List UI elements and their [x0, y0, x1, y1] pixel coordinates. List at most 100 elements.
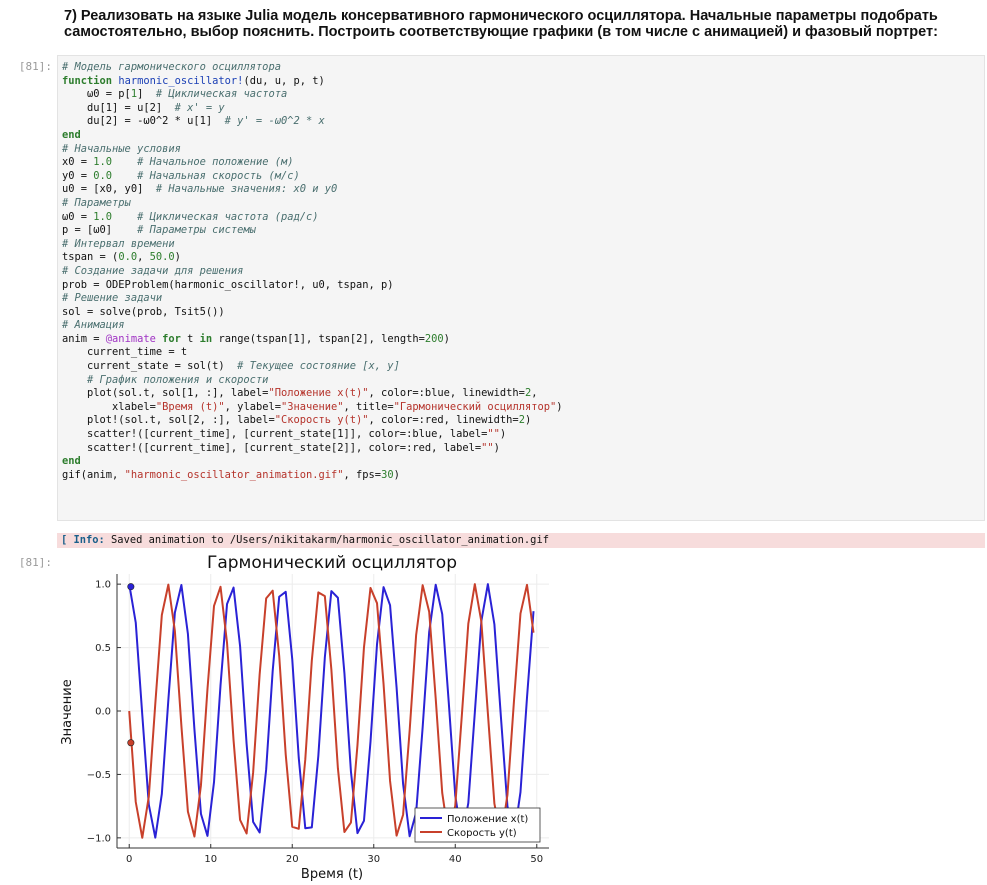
code-text: , color=:red, linewidth= — [368, 414, 519, 427]
x-tick-label: 0 — [126, 854, 132, 865]
code-string: "" — [487, 428, 500, 441]
marker-current-position — [127, 583, 135, 591]
code-text: sol = solve(prob, Tsit5()) — [62, 305, 225, 318]
code-text: p = [ω0] — [62, 224, 138, 237]
code-keyword: end — [62, 128, 81, 141]
code-keyword: end — [62, 455, 81, 468]
code-string: "Время (t)" — [155, 400, 225, 413]
code-function-name: harmonic_oscillator! — [118, 74, 244, 87]
code-comment: # Интервал времени — [62, 237, 175, 250]
code-comment: # Текущее состояние [x, y] — [237, 360, 400, 373]
code-comment: # Начальная скорость (м/с) — [137, 169, 300, 182]
code-text: y0 = — [62, 169, 94, 182]
code-text: t — [180, 332, 200, 345]
code-string: "Скорость y(t)" — [274, 414, 369, 427]
code-text: xlabel= — [62, 400, 156, 413]
x-tick-label: 20 — [286, 854, 299, 865]
code-number: 1.0 — [93, 210, 113, 223]
chart-title: Гармонический осциллятор — [207, 553, 457, 573]
code-text — [112, 170, 137, 182]
code-number: 1.0 — [93, 156, 113, 169]
code-text: ) — [393, 468, 400, 481]
code-text: ) — [174, 251, 181, 264]
code-string: "harmonic_oscillator_animation.gif" — [124, 468, 344, 481]
code-comment: # Параметры системы — [137, 224, 256, 237]
legend-label-velocity: Скорость y(t) — [447, 828, 517, 839]
code-text: du[1] = u[2] — [62, 101, 175, 114]
code-number: 200 — [424, 332, 444, 345]
code-number: 30 — [381, 468, 394, 481]
code-comment: # Создание задачи для решения — [62, 264, 244, 277]
y-tick-label: −0.5 — [87, 770, 111, 781]
code-text: du[2] = -ω0^2 * u[1] — [62, 115, 225, 128]
legend-label-position: Положение x(t) — [447, 814, 528, 825]
code-text: tspan = ( — [62, 251, 119, 264]
code-comment: # Параметры — [62, 196, 131, 209]
y-tick-label: 0.0 — [95, 707, 111, 718]
y-tick-label: 0.5 — [95, 643, 111, 654]
code-keyword: for — [162, 332, 181, 345]
code-cell[interactable]: # Модель гармонического осциллятора func… — [57, 55, 985, 521]
code-text: anim = — [62, 332, 106, 345]
code-keyword: in — [199, 332, 213, 345]
code-text: current_state = sol(t) — [62, 360, 238, 373]
code-comment: # x' = y — [174, 101, 225, 114]
code-text: ω0 = p[ — [62, 88, 131, 101]
x-tick-label: 40 — [449, 854, 462, 865]
code-text: u0 = [x0, y0] — [62, 183, 156, 196]
code-number: 2 — [518, 414, 525, 427]
task-description: 7) Реализовать на языке Julia модель кон… — [64, 8, 964, 40]
code-string: "Значение" — [280, 400, 344, 413]
x-axis-label: Время (t) — [301, 867, 363, 882]
code-text: , ylabel= — [224, 400, 281, 413]
code-text: plot!(sol.t, sol[2, :], label= — [62, 414, 275, 427]
code-text: range(tspan[1], tspan[2], length= — [212, 332, 425, 345]
code-text: ) — [556, 400, 563, 413]
code-text: , title= — [343, 400, 394, 413]
code-string: "" — [481, 441, 494, 454]
code-comment: # Начальное положение (м) — [137, 156, 294, 169]
code-comment: # Начальные условия — [62, 142, 181, 155]
y-axis-label: Значение — [60, 679, 75, 744]
code-macro: @animate — [105, 332, 156, 345]
task-line-1: 7) Реализовать на языке Julia модель кон… — [64, 8, 938, 24]
code-comment: # Модель гармонического осциллятора — [62, 61, 281, 73]
code-comment: # Циклическая частота (рад/с) — [137, 210, 319, 223]
code-text: , fps= — [343, 468, 382, 481]
legend-box — [414, 807, 541, 843]
code-text — [112, 156, 137, 168]
code-text: plot(sol.t, sol[1, :], label= — [62, 387, 269, 400]
code-number: 50.0 — [149, 251, 175, 264]
chart-grid — [117, 574, 549, 848]
x-tick-label: 10 — [204, 854, 217, 865]
code-text: ) — [524, 414, 532, 427]
code-number: 0.0 — [93, 169, 113, 182]
code-number: 1 — [130, 88, 138, 101]
code-text: current_time = t — [62, 346, 188, 359]
info-message: Saved animation to /Users/nikitakarm/har… — [104, 534, 549, 546]
code-string: "Гармонический осциллятор" — [393, 400, 557, 413]
code-text: x0 = — [62, 156, 94, 169]
code-number: 0.0 — [118, 251, 138, 264]
code-text: scatter!([current_time], [current_state[… — [62, 428, 488, 441]
code-text: , color=:blue, linewidth= — [368, 387, 525, 400]
marker-current-velocity — [127, 739, 135, 747]
code-comment: # График положения и скорости — [62, 373, 269, 386]
code-text: ] — [137, 88, 156, 101]
code-text: gif(anim, — [62, 468, 125, 481]
code-text: ) — [499, 428, 507, 441]
code-text: ) — [443, 332, 450, 345]
code-editor[interactable]: # Модель гармонического осциллятора func… — [62, 61, 563, 482]
code-text: prob = ODEProblem(harmonic_oscillator!, … — [62, 278, 394, 291]
input-prompt: [81]: — [18, 60, 52, 73]
task-line-2: самостоятельно, выбор пояснить. Построит… — [64, 24, 938, 40]
code-comment: # Решение задачи — [62, 292, 163, 305]
code-text — [112, 211, 137, 223]
code-number: 2 — [524, 387, 532, 400]
info-tag: [ Info: — [61, 534, 105, 546]
stderr-output: [ Info: Saved animation to /Users/nikita… — [57, 533, 985, 548]
code-keyword: function — [62, 74, 113, 87]
code-text: , — [531, 387, 538, 400]
code-comment: # y' = -ω0^2 * x — [224, 115, 325, 128]
code-text: ω0 = — [62, 210, 94, 223]
